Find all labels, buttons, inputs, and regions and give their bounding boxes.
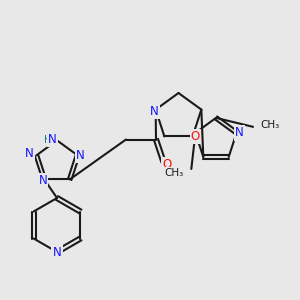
Text: N: N <box>76 149 85 162</box>
Text: N: N <box>48 133 57 146</box>
Text: N: N <box>38 175 47 188</box>
Text: N: N <box>25 147 33 160</box>
Text: N: N <box>235 126 244 139</box>
Text: CH₃: CH₃ <box>165 169 184 178</box>
Text: H: H <box>44 135 51 145</box>
Text: N: N <box>52 246 62 259</box>
Text: O: O <box>191 130 200 143</box>
Text: CH₃: CH₃ <box>260 120 280 130</box>
Text: O: O <box>162 158 171 172</box>
Text: N: N <box>150 105 158 118</box>
